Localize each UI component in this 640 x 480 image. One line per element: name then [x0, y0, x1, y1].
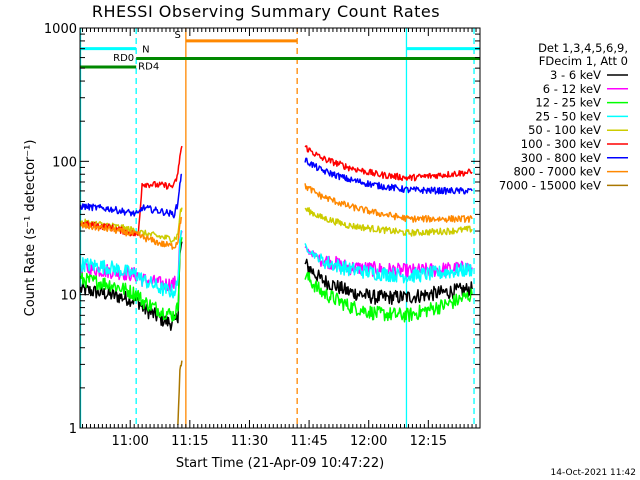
legend-label-8: 800 - 7000 keV [513, 165, 601, 179]
series-1-trace-1 [80, 241, 183, 331]
series-8 [80, 183, 473, 250]
legend-label-1: 3 - 6 keV [550, 68, 601, 82]
series-2-trace-1 [80, 230, 183, 293]
series-7 [80, 157, 473, 219]
series-8-trace-1 [80, 216, 183, 250]
y-axis: 1 10 100 1000 [44, 22, 480, 437]
series-8-trace-2 [304, 183, 473, 223]
y-axis-label: Count Rate (s⁻¹ detector⁻¹) [23, 140, 38, 317]
y-tick-label-2: 10 [60, 289, 77, 304]
legend-label-7: 300 - 800 keV [521, 151, 601, 165]
x-tick-label-3: 11:30 [231, 434, 268, 449]
series-4-trace-1 [80, 230, 183, 299]
legend-label-9: 7000 - 15000 keV [499, 178, 601, 192]
x-tick-label-5: 12:00 [350, 434, 387, 449]
x-tick-label-6: 12:15 [410, 434, 447, 449]
chart-title: RHESSI Observing Summary Count Rates [92, 2, 440, 21]
series-6-trace-1 [80, 145, 183, 237]
legend-label-6: 100 - 300 keV [521, 137, 601, 151]
state-label-rd0: RD0 [113, 53, 134, 64]
x-axis-label: Start Time (21-Apr-09 10:47:22) [176, 456, 384, 471]
y-tick-label-1: 1 [69, 422, 77, 437]
series-9-trace-1 [177, 360, 183, 426]
series-3 [80, 237, 473, 323]
legend: Det 1,3,4,5,6,9,FDecim 1, Att 03 - 6 keV… [499, 41, 628, 192]
state-label-s: S [175, 30, 181, 41]
state-label-n: N [142, 45, 149, 56]
legend-label-4: 25 - 50 keV [535, 109, 601, 123]
plot-area: N RD0 RD4 S [79, 27, 481, 429]
y-tick-label-4: 1000 [44, 22, 77, 37]
series-7-trace-2 [304, 157, 473, 195]
x-tick-label-1: 11:00 [111, 434, 148, 449]
series-3-trace-2 [304, 271, 473, 323]
legend-label-3: 12 - 25 keV [535, 96, 601, 110]
series-4 [80, 230, 473, 299]
state-label-rd4: RD4 [138, 62, 159, 73]
series-9 [177, 360, 183, 426]
legend-label-5: 50 - 100 keV [528, 123, 601, 137]
series-7-trace-1 [80, 173, 183, 219]
series-4-trace-2 [304, 243, 473, 284]
series-6-trace-2 [304, 145, 473, 182]
timestamp: 14-Oct-2021 11:42 [551, 468, 636, 478]
series-5-trace-2 [304, 207, 473, 237]
series-1 [80, 241, 473, 331]
x-tick-label-4: 11:45 [290, 434, 327, 449]
series-6 [80, 145, 473, 237]
legend-label-2: 6 - 12 keV [543, 82, 601, 96]
series-3-trace-1 [80, 237, 183, 322]
x-tick-label-2: 11:15 [171, 434, 208, 449]
y-tick-label-3: 100 [52, 155, 77, 170]
x-axis: 11:00 11:15 11:30 11:45 12:00 12:15 [82, 28, 481, 449]
legend-header-1: Det 1,3,4,5,6,9, [538, 41, 628, 55]
legend-header-2: FDecim 1, Att 0 [539, 54, 628, 68]
series-1-trace-2 [304, 258, 473, 306]
